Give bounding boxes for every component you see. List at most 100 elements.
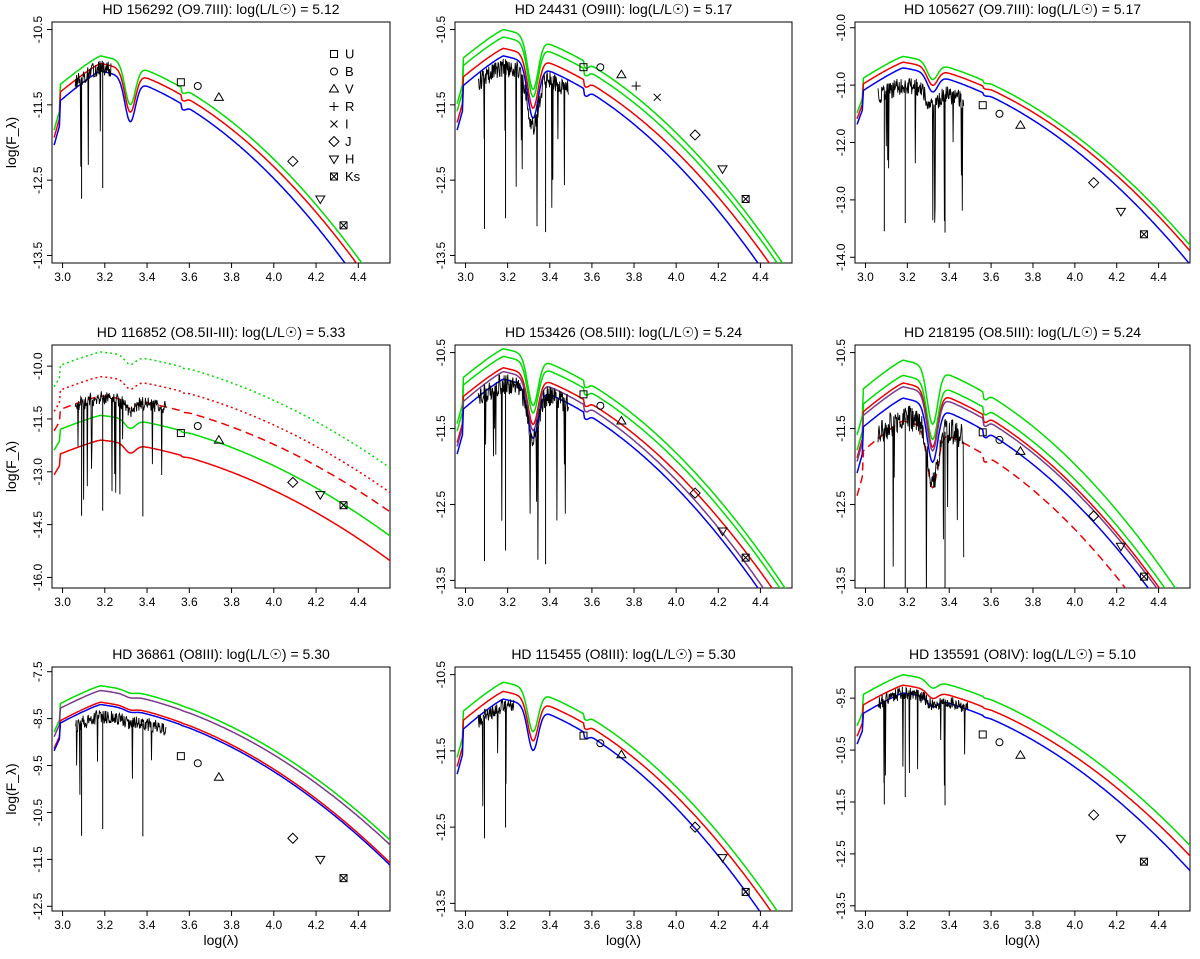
x-tick-label: 3.6 bbox=[181, 595, 198, 609]
x-tick-label: 4.0 bbox=[265, 270, 282, 284]
photometry-point-B bbox=[330, 67, 338, 76]
photometry-point-V bbox=[616, 69, 627, 79]
x-tick-label: 3.4 bbox=[941, 918, 958, 932]
band-legend-label: I bbox=[345, 117, 349, 132]
x-tick-label: 3.6 bbox=[584, 595, 601, 609]
photometry-point-J bbox=[689, 487, 701, 499]
y-tick-label: -12.5 bbox=[834, 840, 848, 868]
x-tick-label: 4.4 bbox=[350, 270, 367, 284]
x-tick-label: 3.8 bbox=[223, 270, 240, 284]
chart-panel-1: HD 156292 (O9.7III): log(L/L☉) = 5.12 3.0… bbox=[3, 1, 391, 284]
x-tick-label: 3.6 bbox=[584, 918, 601, 932]
x-tick-label: 3.2 bbox=[899, 595, 916, 609]
x-tick-label: 4.2 bbox=[710, 918, 727, 932]
photometry-point-J bbox=[689, 821, 701, 833]
model-curve-purple-solid bbox=[53, 689, 390, 846]
x-tick-label: 4.4 bbox=[350, 918, 367, 932]
photometry-point-B bbox=[193, 422, 202, 430]
x-tick-label: 4.4 bbox=[752, 595, 769, 609]
photometry-point-J bbox=[287, 476, 299, 489]
y-tick-label: -13.5 bbox=[434, 889, 448, 917]
y-tick-label: -11.0 bbox=[834, 72, 848, 99]
y-tick-label: -12.0 bbox=[834, 129, 848, 157]
photometry-point-Ks bbox=[1139, 230, 1148, 239]
photometry-point-Ks bbox=[741, 887, 750, 896]
x-tick-label: 3.6 bbox=[983, 595, 1000, 609]
model-curve-blue-solid bbox=[856, 67, 1190, 263]
x-tick-label: 3.2 bbox=[499, 595, 516, 609]
y-tick-label: -11.5 bbox=[31, 91, 45, 118]
y-tick-label: -13.5 bbox=[31, 241, 45, 269]
y-tick-label: -11.5 bbox=[434, 737, 448, 764]
x-tick-label: 4.2 bbox=[1108, 918, 1125, 932]
y-tick-label: -11.5 bbox=[834, 415, 848, 442]
x-tick-label: 4.0 bbox=[1067, 595, 1084, 609]
photometry-point-H bbox=[1115, 207, 1127, 217]
photometry-point-J bbox=[1087, 176, 1100, 189]
photometry-point-B bbox=[995, 435, 1004, 444]
band-legend-label: U bbox=[345, 47, 354, 62]
photometry-point-H bbox=[314, 195, 326, 205]
y-tick-label: -10.5 bbox=[834, 736, 848, 764]
model-curve-red-solid bbox=[456, 690, 772, 911]
model-curve-red-dotted bbox=[53, 375, 390, 494]
x-tick-label: 4.4 bbox=[1150, 918, 1167, 932]
x-tick-label: 3.2 bbox=[96, 918, 113, 932]
panel-title: HD 24431 (O9III): log(L/L☉) = 5.17 bbox=[515, 1, 733, 17]
y-axis-label: log(F_λ) bbox=[3, 117, 19, 168]
photometry-point-U bbox=[579, 63, 588, 72]
x-tick-label: 3.8 bbox=[1025, 270, 1042, 284]
band-legend-label: V bbox=[345, 82, 354, 97]
plot-area bbox=[856, 674, 1190, 872]
x-tick-label: 4.0 bbox=[668, 918, 685, 932]
x-tick-label: 4.2 bbox=[308, 918, 325, 932]
plot-frame bbox=[854, 344, 1191, 589]
photometry-point-R bbox=[631, 81, 641, 91]
model-curve-purple-solid bbox=[856, 386, 1158, 588]
panel-title: HD 36861 (O8III): log(L/L☉) = 5.30 bbox=[112, 646, 330, 662]
photometry-point-U bbox=[978, 428, 987, 437]
photometry-point-Ks bbox=[330, 172, 338, 181]
x-tick-label: 3.4 bbox=[541, 270, 558, 284]
photometry-point-H bbox=[314, 855, 326, 865]
photometry-point-V bbox=[1015, 445, 1026, 455]
x-axis-label: log(λ) bbox=[203, 932, 238, 948]
band-legend-label: Ks bbox=[345, 169, 361, 184]
photometry-point-H bbox=[328, 155, 340, 165]
y-tick-label: -9.5 bbox=[31, 755, 45, 776]
y-tick-label: -16.0 bbox=[31, 563, 45, 591]
y-tick-label: -10.5 bbox=[31, 798, 45, 826]
photometry-point-V bbox=[213, 771, 225, 781]
y-tick-label: -13.5 bbox=[834, 892, 848, 920]
x-tick-label: 3.8 bbox=[223, 918, 240, 932]
y-tick-label: -10.5 bbox=[434, 339, 448, 367]
y-tick-label: -10.5 bbox=[31, 16, 45, 44]
photometry-point-U bbox=[330, 50, 338, 58]
y-tick-label: -12.5 bbox=[434, 490, 448, 518]
x-tick-label: 4.4 bbox=[752, 270, 769, 284]
model-curve-red-solid bbox=[456, 367, 773, 588]
photometry-point-Ks bbox=[339, 874, 348, 883]
x-tick-label: 3.0 bbox=[857, 918, 874, 932]
photometry-point-J bbox=[287, 832, 299, 844]
x-tick-label: 4.4 bbox=[350, 595, 367, 609]
photometry-point-J bbox=[328, 135, 340, 148]
plot-area bbox=[856, 359, 1177, 588]
x-tick-label: 3.4 bbox=[139, 270, 156, 284]
model-curve-blue-solid bbox=[456, 698, 761, 911]
y-tick-label: -12.5 bbox=[31, 892, 45, 920]
x-tick-label: 3.4 bbox=[139, 918, 156, 932]
x-tick-label: 4.2 bbox=[710, 270, 727, 284]
y-tick-label: -13.0 bbox=[834, 186, 848, 214]
photometry-point-Ks bbox=[741, 194, 750, 203]
x-tick-label: 4.0 bbox=[1067, 270, 1084, 284]
plot-frame bbox=[854, 666, 1191, 912]
panel-title: HD 116852 (O8.5II-III): log(L/L☉) = 5.33 bbox=[97, 324, 346, 340]
chart-panel-3: HD 105627 (O9.7III): log(L/L☉) = 5.17 3.0… bbox=[834, 1, 1191, 284]
photometry-point-J bbox=[1087, 510, 1100, 522]
y-tick-label: -7.5 bbox=[31, 661, 45, 682]
panel-title: HD 218195 (O8.5III): log(L/L☉) = 5.24 bbox=[904, 324, 1141, 340]
plot-area bbox=[456, 348, 786, 588]
x-axis-label: log(λ) bbox=[606, 932, 641, 948]
observed-spectrum bbox=[75, 710, 167, 795]
